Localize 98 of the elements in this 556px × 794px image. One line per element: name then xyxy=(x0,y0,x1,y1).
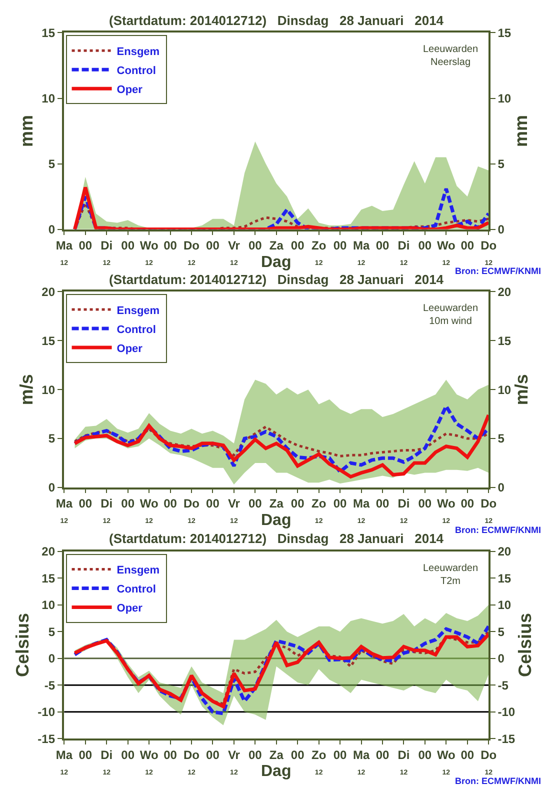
x-tick-label: 00 xyxy=(164,496,178,511)
x-tick-label: 00 xyxy=(333,238,348,252)
x-tick-label: 00 xyxy=(121,238,135,252)
y2-tick-label: 5 xyxy=(498,156,505,171)
x-tick-label: 00 xyxy=(418,496,432,511)
line-series xyxy=(73,404,489,474)
x-tick-label: 00 xyxy=(333,748,348,762)
x-tick-label: 00 xyxy=(248,238,262,252)
y2-tick-label: -10 xyxy=(498,705,516,720)
annotation: Leeuwarden T2m xyxy=(423,563,478,587)
x-axis-title: Dag xyxy=(261,254,292,271)
y2-axis-title: Celsius xyxy=(515,613,536,678)
x-tick-label: 00 xyxy=(460,238,474,252)
legend-label: Control xyxy=(116,324,156,336)
x-tick-label: 00 xyxy=(206,238,220,252)
annotation: Leeuwarden Neerslag xyxy=(423,44,478,68)
y-tick-label: 10 xyxy=(42,91,56,106)
y-tick-label: 0 xyxy=(48,222,56,236)
x-tick-label: 00 xyxy=(206,496,220,511)
x-tick-label: 00 xyxy=(460,496,474,511)
y-tick-label: -15 xyxy=(38,732,56,746)
y-tick-label: 20 xyxy=(42,544,56,559)
x-tick-label: 00 xyxy=(418,748,432,762)
x-tick-label: 00 xyxy=(78,748,92,762)
y2-tick-label: 0 xyxy=(498,222,505,236)
y-axis-title: m/s xyxy=(16,374,36,406)
y2-axis-title: mm xyxy=(511,115,532,148)
y-tick-label: 10 xyxy=(42,382,56,397)
x-tick-label: 00 xyxy=(164,238,178,252)
y2-tick-label: 15 xyxy=(498,571,512,586)
y2-tick-label: 5 xyxy=(498,432,505,446)
x-axis-title: Dag xyxy=(261,763,292,780)
text: Bron: ECMWF/KNMI xyxy=(455,266,541,276)
y2-tick-label: 10 xyxy=(498,598,512,612)
x-tick-label: Za xyxy=(269,748,284,762)
y2-tick-label: 20 xyxy=(498,284,512,299)
legend-label: Ensgem xyxy=(116,304,160,317)
x-tick-label: 00 xyxy=(290,238,305,252)
legend-label: Ensgem xyxy=(116,46,160,58)
x-tick-label: 00 xyxy=(376,748,390,762)
y-tick-label: -5 xyxy=(44,678,56,692)
y2-tick-label: 20 xyxy=(498,544,512,559)
y-tick-label: 0 xyxy=(48,480,56,495)
legend-label: Oper xyxy=(116,84,144,96)
legend-label: Control xyxy=(116,64,156,77)
y2-tick-label: -5 xyxy=(498,678,509,692)
y-tick-label: 5 xyxy=(48,156,56,171)
y-tick-label: 20 xyxy=(42,284,56,299)
chart-title: (Startdatum: 2014012712) Dinsdag 28 Januari 2014 xyxy=(109,13,444,28)
legend-label: Oper xyxy=(116,342,144,355)
y-tick-label: 15 xyxy=(42,571,56,586)
line-series xyxy=(74,426,489,458)
x-tick-label: 00 xyxy=(121,748,135,762)
x-tick-label: 00 xyxy=(248,496,262,511)
y2-tick-label: 10 xyxy=(498,382,512,397)
x-tick-label: 00 xyxy=(206,748,220,762)
y2-tick-label: 5 xyxy=(498,624,505,639)
y-tick-label: -10 xyxy=(38,705,56,720)
y2-tick-label: 15 xyxy=(498,26,512,40)
x-tick-label: 00 xyxy=(333,496,348,511)
y2-tick-label: 0 xyxy=(498,480,505,495)
x-tick-label: 00 xyxy=(376,496,390,511)
x-tick-label: 00 xyxy=(376,238,390,252)
y-tick-label: 5 xyxy=(48,432,56,446)
y2-tick-label: 15 xyxy=(498,334,512,348)
y2-tick-label: 10 xyxy=(498,91,512,106)
line-series xyxy=(73,624,489,716)
x-tick-label: 00 xyxy=(248,748,262,762)
x-tick-label: 00 xyxy=(164,748,178,762)
y2-axis-title: m/s xyxy=(511,374,532,406)
chart-title: (Startdatum: 2014012712) Dinsdag 28 Januari 2014 xyxy=(109,531,444,546)
x-tick-label: 00 xyxy=(290,496,305,511)
chart-title: (Startdatum: 2014012712) Dinsdag 28 Januari 2014 xyxy=(109,272,444,287)
x-tick-label: 00 xyxy=(290,748,305,762)
y-tick-label: 15 xyxy=(42,26,56,40)
annotation: Leeuwarden 10m wind xyxy=(423,303,478,327)
y-tick-label: 0 xyxy=(48,652,56,666)
x-tick-label: 00 xyxy=(78,496,92,511)
legend-label: Control xyxy=(116,584,156,596)
line-series xyxy=(73,413,489,478)
y2-tick-label: -15 xyxy=(498,732,516,746)
x-axis-title: Dag xyxy=(261,512,292,529)
y-tick-label: 15 xyxy=(42,334,56,348)
y-tick-label: 5 xyxy=(48,624,56,639)
text: Bron: ECMWF/KNMI xyxy=(455,776,541,786)
y2-tick-label: 0 xyxy=(498,652,505,666)
x-tick-label: Za xyxy=(269,496,284,511)
legend-label: Oper xyxy=(116,602,144,615)
y-axis-title: Celsius xyxy=(12,613,32,678)
y-tick-label: 10 xyxy=(42,598,56,612)
x-tick-label: 00 xyxy=(418,238,432,252)
x-tick-label: 00 xyxy=(78,238,92,252)
x-tick-label: Za xyxy=(269,238,284,252)
x-tick-label: 00 xyxy=(121,496,135,511)
y-axis-title: mm xyxy=(16,115,36,148)
legend-label: Ensgem xyxy=(116,564,160,577)
text: Bron: ECMWF/KNMI xyxy=(455,525,541,535)
x-tick-label: 00 xyxy=(460,748,474,762)
